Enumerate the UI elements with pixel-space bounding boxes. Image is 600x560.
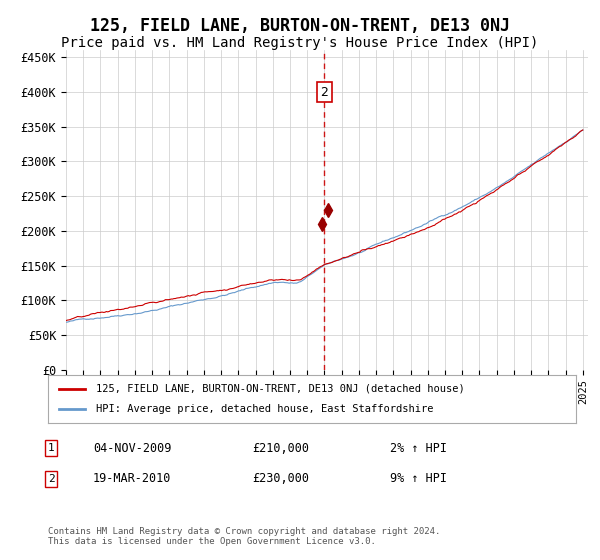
Text: 2: 2 xyxy=(47,474,55,484)
Text: 2% ↑ HPI: 2% ↑ HPI xyxy=(390,441,447,455)
Text: HPI: Average price, detached house, East Staffordshire: HPI: Average price, detached house, East… xyxy=(95,404,433,414)
Text: 2: 2 xyxy=(320,86,328,99)
Text: 125, FIELD LANE, BURTON-ON-TRENT, DE13 0NJ: 125, FIELD LANE, BURTON-ON-TRENT, DE13 0… xyxy=(90,17,510,35)
Text: 1: 1 xyxy=(47,443,55,453)
Text: Price paid vs. HM Land Registry's House Price Index (HPI): Price paid vs. HM Land Registry's House … xyxy=(61,36,539,50)
Text: Contains HM Land Registry data © Crown copyright and database right 2024.
This d: Contains HM Land Registry data © Crown c… xyxy=(48,526,440,546)
Text: 9% ↑ HPI: 9% ↑ HPI xyxy=(390,472,447,486)
Text: £210,000: £210,000 xyxy=(252,441,309,455)
Text: 125, FIELD LANE, BURTON-ON-TRENT, DE13 0NJ (detached house): 125, FIELD LANE, BURTON-ON-TRENT, DE13 0… xyxy=(95,384,464,394)
Text: £230,000: £230,000 xyxy=(252,472,309,486)
Text: 04-NOV-2009: 04-NOV-2009 xyxy=(93,441,172,455)
Text: 19-MAR-2010: 19-MAR-2010 xyxy=(93,472,172,486)
